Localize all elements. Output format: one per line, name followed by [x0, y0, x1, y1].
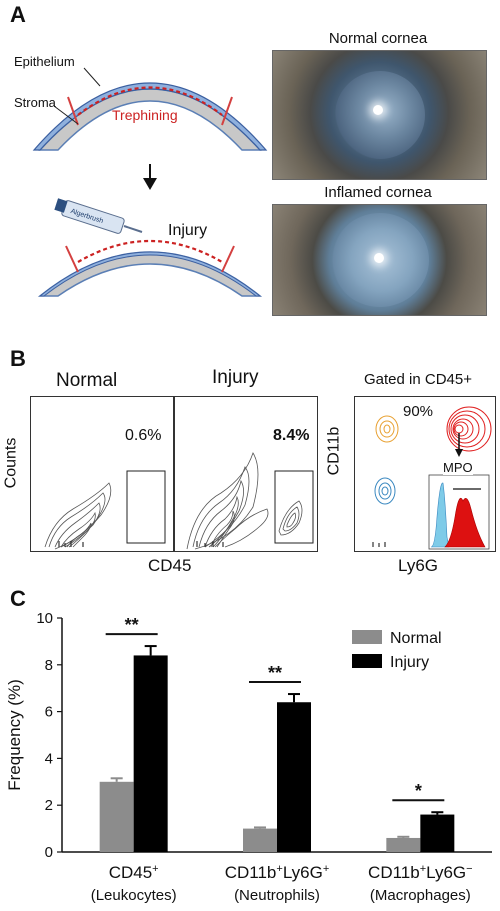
legend-label-injury: Injury — [390, 654, 429, 671]
counts-axis-label: Counts — [2, 437, 20, 489]
stroma-label: Stroma — [14, 95, 57, 110]
category-marker: CD45 — [109, 863, 152, 882]
lower-trephine-left — [65, 245, 79, 273]
mpo-label: MPO — [443, 460, 473, 475]
y-tick-label: 2 — [45, 797, 53, 814]
category-marker2: Ly6G — [426, 863, 466, 882]
epithelium-pointer — [83, 67, 101, 87]
panel-a-letter: A — [10, 2, 26, 27]
normal-gate-pct: 0.6% — [125, 427, 162, 444]
panel-a-diagram: Epithelium Stroma Trephining Algerbrush … — [14, 54, 268, 297]
bar-injury-1 — [277, 702, 311, 852]
lower-trephine-right — [221, 245, 235, 273]
orange-population — [375, 415, 399, 443]
bar-injury-0 — [133, 655, 168, 852]
injury-flow-plot: 8.4% — [174, 396, 318, 552]
y-tick-label: 8 — [45, 657, 53, 674]
upper-cornea-epithelium — [32, 82, 268, 151]
y-tick-label: 10 — [36, 610, 53, 627]
injury-label: Injury — [168, 222, 207, 239]
significance-stars: ** — [268, 663, 282, 683]
category-marker2: Ly6G — [283, 863, 323, 882]
category-marker: CD11b — [225, 863, 277, 882]
injury-flow-title: Injury — [212, 367, 259, 388]
category-marker: CD11b — [368, 863, 420, 882]
panel-c-letter: C — [10, 586, 26, 611]
category-sublabel: (Neutrophils) — [234, 887, 320, 904]
algerbrush-syringe-icon: Algerbrush — [54, 198, 143, 234]
cd11b-axis-label-wrap: CD11b — [325, 420, 350, 490]
counts-axis-label-wrap: Counts — [2, 434, 28, 494]
injury-gate-box — [274, 470, 314, 544]
bar-normal-1 — [243, 828, 277, 852]
legend-swatch-injury — [352, 654, 382, 668]
normal-cornea-photo — [272, 50, 487, 180]
blue-population — [374, 477, 396, 505]
normal-cornea-title: Normal cornea — [328, 30, 428, 47]
category-marker2-sign: + — [323, 863, 329, 875]
category-label: CD11b+Ly6G+ — [225, 863, 330, 882]
normal-gate-box — [126, 470, 166, 544]
bar-normal-2 — [386, 837, 421, 852]
injury-gate-pct: 8.4% — [273, 427, 310, 444]
significance-stars: * — [415, 781, 422, 801]
normal-flow-title: Normal — [56, 370, 118, 391]
category-label: CD45+ — [109, 863, 159, 882]
significance-stars: ** — [125, 615, 139, 635]
neutrophil-population — [446, 406, 492, 452]
gated-title: Gated in CD45+ — [364, 371, 472, 388]
cd11b-axis-label: CD11b — [325, 426, 343, 476]
down-arrow-head — [143, 178, 157, 190]
y-tick-label: 6 — [45, 704, 53, 721]
gated-pct: 90% — [403, 403, 434, 420]
legend-swatch-normal — [352, 630, 382, 644]
stroma-pointer — [53, 105, 79, 125]
legend-label-normal: Normal — [390, 630, 442, 647]
category-marker-sign: + — [152, 863, 158, 875]
inflamed-cornea-title: Inflamed cornea — [324, 184, 432, 201]
y-tick-label: 0 — [45, 844, 53, 861]
category-marker2-sign: − — [466, 863, 472, 875]
bar-normal-0 — [99, 781, 134, 852]
panel-b-letter: B — [10, 346, 26, 371]
upper-trephine-right — [221, 96, 233, 126]
normal-flow-plot: 0.6% — [30, 396, 174, 552]
category-sublabel: (Leukocytes) — [91, 887, 177, 904]
epithelium-label: Epithelium — [14, 54, 75, 69]
category-marker-sign: + — [420, 863, 426, 875]
category-marker-sign: + — [276, 863, 282, 875]
trephining-label: Trephining — [112, 107, 178, 123]
lower-cornea-epithelium — [38, 251, 262, 297]
gated-flow-plot: 90% MPO — [354, 396, 496, 552]
mpo-histogram — [428, 474, 490, 550]
category-sublabel: (Macrophages) — [370, 887, 471, 904]
cd45-axis-label: CD45 — [148, 556, 192, 575]
upper-trephine-left — [67, 96, 79, 126]
ly6g-axis-label: Ly6G — [398, 556, 439, 575]
category-label: CD11b+Ly6G− — [368, 863, 473, 882]
y-tick-label: 4 — [45, 750, 53, 767]
inflamed-cornea-photo — [272, 204, 487, 316]
bar-injury-2 — [420, 814, 455, 852]
upper-trephine-dashes — [77, 86, 223, 116]
mpo-arrow-head — [455, 449, 463, 457]
y-axis-label: Frequency (%) — [5, 679, 24, 790]
lower-trephine-dashes — [77, 240, 223, 263]
